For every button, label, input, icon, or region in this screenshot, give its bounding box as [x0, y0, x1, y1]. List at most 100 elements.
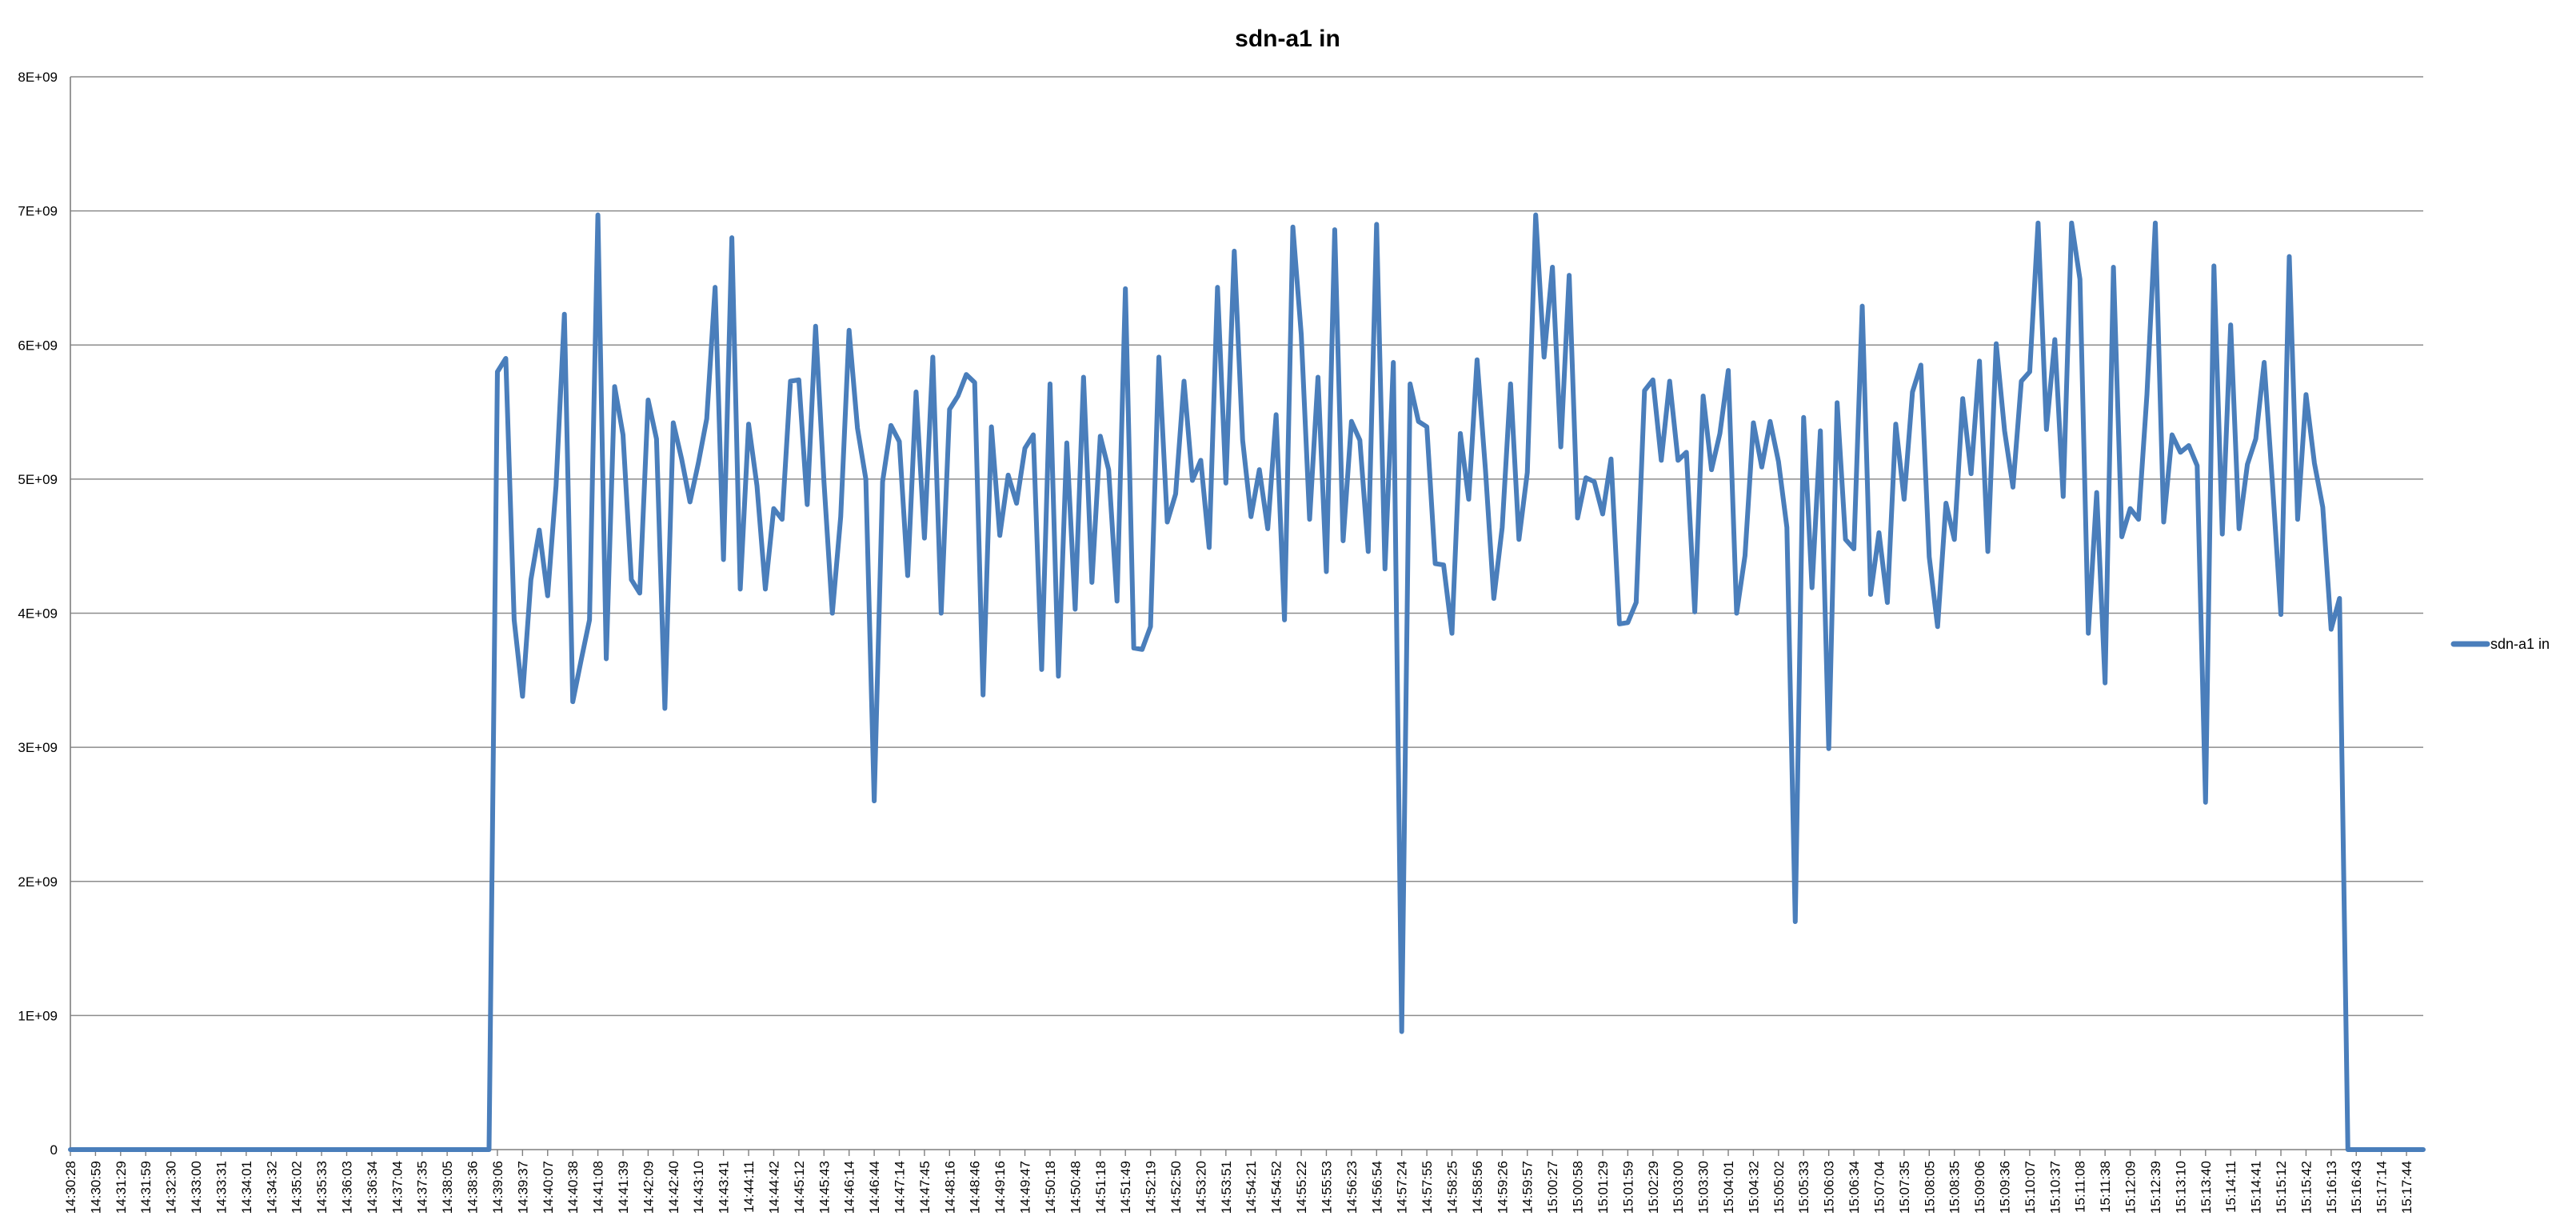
x-tick-label: 15:04:01	[1721, 1161, 1736, 1214]
x-tick-label: 15:17:44	[2399, 1161, 2414, 1214]
y-tick-label: 3E+09	[18, 740, 58, 755]
y-tick-label: 5E+09	[18, 472, 58, 487]
x-tick-label: 14:59:57	[1520, 1161, 1536, 1214]
x-tick-label: 15:09:06	[1972, 1161, 1987, 1214]
x-tick-label: 14:55:53	[1319, 1161, 1334, 1214]
x-tick-label: 14:58:56	[1470, 1161, 1485, 1214]
y-tick-label: 2E+09	[18, 874, 58, 890]
x-tick-label: 15:08:35	[1947, 1161, 1963, 1214]
series-layer	[68, 212, 2426, 1152]
x-tick-label: 15:08:05	[1922, 1161, 1937, 1214]
x-tick-label: 14:35:02	[290, 1161, 305, 1214]
x-tick-label: 14:44:11	[741, 1161, 757, 1213]
gridlines	[70, 76, 2423, 1017]
x-tick-label: 15:13:40	[2199, 1161, 2214, 1214]
x-tick-label: 14:36:34	[365, 1161, 380, 1214]
x-tick-label: 15:11:08	[2073, 1161, 2088, 1213]
x-tick-label: 14:43:10	[691, 1161, 706, 1214]
x-tick-label: 14:50:18	[1043, 1161, 1058, 1214]
x-tick-label: 15:04:32	[1746, 1161, 1761, 1214]
x-tick-label: 15:12:09	[2123, 1161, 2139, 1214]
x-tick-label: 14:51:18	[1093, 1161, 1108, 1214]
x-tick-label: 14:41:39	[616, 1161, 631, 1214]
x-tick-label: 14:49:47	[1018, 1161, 1033, 1214]
y-axis-ticks: 0 1E+09 2E+09 3E+09 4E+09 5E+09 6E+09 7E+09 8E+0…	[18, 70, 58, 1158]
x-tick-label: 15:00:27	[1545, 1161, 1560, 1214]
x-tick-label: 14:59:26	[1495, 1161, 1510, 1214]
x-tick-label: 14:46:44	[867, 1161, 882, 1214]
x-tick-label: 15:01:59	[1620, 1161, 1635, 1214]
x-tick-label: 15:01:29	[1596, 1161, 1611, 1214]
x-tick-label: 14:37:04	[389, 1161, 405, 1214]
x-tick-label: 14:55:22	[1294, 1161, 1309, 1214]
x-tick-label: 14:33:31	[214, 1161, 229, 1214]
x-tick-label: 14:38:36	[465, 1161, 481, 1214]
x-tick-label: 15:15:42	[2298, 1161, 2314, 1214]
x-tick-label: 14:40:38	[565, 1161, 581, 1214]
x-tick-label: 14:35:33	[314, 1161, 329, 1214]
x-tick-label: 14:31:59	[138, 1161, 154, 1214]
x-tick-label: 14:43:41	[717, 1161, 732, 1214]
x-tick-label: 15:14:11	[2223, 1161, 2239, 1213]
x-tick-label: 14:41:08	[591, 1161, 606, 1214]
series-line-0	[68, 212, 2426, 1152]
x-tick-label: 15:06:34	[1847, 1161, 1862, 1214]
x-tick-label: 14:49:16	[992, 1161, 1008, 1214]
x-tick-label: 14:56:23	[1344, 1161, 1360, 1214]
y-tick-label: 1E+09	[18, 1008, 58, 1023]
x-tick-label: 14:44:42	[766, 1161, 781, 1214]
x-tick-label: 15:07:04	[1871, 1161, 1887, 1214]
x-tick-label: 14:53:51	[1219, 1161, 1234, 1214]
y-tick-label: 6E+09	[18, 338, 58, 353]
x-tick-label: 14:47:14	[893, 1161, 908, 1214]
x-tick-label: 14:30:59	[88, 1161, 103, 1214]
y-tick-label: 0	[50, 1142, 58, 1158]
x-tick-label: 14:57:55	[1420, 1161, 1435, 1214]
x-tick-label: 14:40:07	[541, 1161, 556, 1214]
x-tick-label: 14:32:30	[164, 1161, 179, 1214]
x-tick-label: 14:48:16	[942, 1161, 957, 1214]
x-tick-label: 15:13:10	[2173, 1161, 2188, 1214]
x-tick-label: 14:53:20	[1193, 1161, 1208, 1214]
x-tick-label: 14:42:40	[666, 1161, 681, 1214]
x-tick-label: 15:05:02	[1771, 1161, 1787, 1214]
x-tick-label: 14:48:46	[968, 1161, 983, 1214]
x-tick-label: 14:54:52	[1269, 1161, 1284, 1214]
x-tick-label: 15:10:37	[2047, 1161, 2063, 1214]
legend: sdn-a1 in	[2450, 636, 2550, 652]
x-tick-label: 14:30:28	[63, 1161, 78, 1214]
x-tick-label: 14:39:06	[490, 1161, 505, 1214]
x-tick-label: 14:57:24	[1395, 1161, 1410, 1214]
x-tick-label: 15:14:41	[2249, 1161, 2264, 1214]
x-tick-label: 14:37:35	[415, 1161, 430, 1214]
x-tick-label: 14:38:05	[440, 1161, 455, 1214]
x-tick-label: 14:47:45	[917, 1161, 933, 1214]
y-tick-label: 8E+09	[18, 70, 58, 85]
x-tick-label: 14:51:49	[1118, 1161, 1133, 1214]
x-tick-label: 14:45:12	[792, 1161, 807, 1214]
x-tick-label: 15:15:12	[2274, 1161, 2289, 1214]
x-tick-label: 14:46:14	[842, 1161, 857, 1214]
x-tick-label: 14:56:54	[1369, 1161, 1384, 1214]
x-tick-label: 14:31:29	[114, 1161, 129, 1214]
x-tick-label: 15:05:33	[1796, 1161, 1811, 1214]
x-tick-label: 14:42:09	[641, 1161, 656, 1214]
y-tick-label: 4E+09	[18, 606, 58, 622]
legend-label: sdn-a1 in	[2490, 636, 2550, 652]
x-tick-label: 15:10:07	[2023, 1161, 2038, 1214]
x-tick-label: 15:11:38	[2098, 1161, 2113, 1213]
x-tick-label: 14:45:43	[817, 1161, 832, 1214]
x-tick-label: 15:03:30	[1696, 1161, 1711, 1214]
x-tick-label: 15:03:00	[1671, 1161, 1686, 1214]
x-tick-label: 15:16:13	[2324, 1161, 2339, 1214]
y-tick-label: 7E+09	[18, 204, 58, 219]
x-tick-label: 14:34:01	[239, 1161, 254, 1214]
x-tick-label: 14:58:25	[1445, 1161, 1460, 1214]
x-tick-label: 14:52:19	[1144, 1161, 1159, 1214]
x-tick-label: 14:39:37	[515, 1161, 530, 1214]
chart-title: sdn-a1 in	[1235, 26, 1340, 52]
x-tick-label: 14:50:48	[1068, 1161, 1083, 1214]
x-tick-label: 15:00:58	[1571, 1161, 1586, 1214]
